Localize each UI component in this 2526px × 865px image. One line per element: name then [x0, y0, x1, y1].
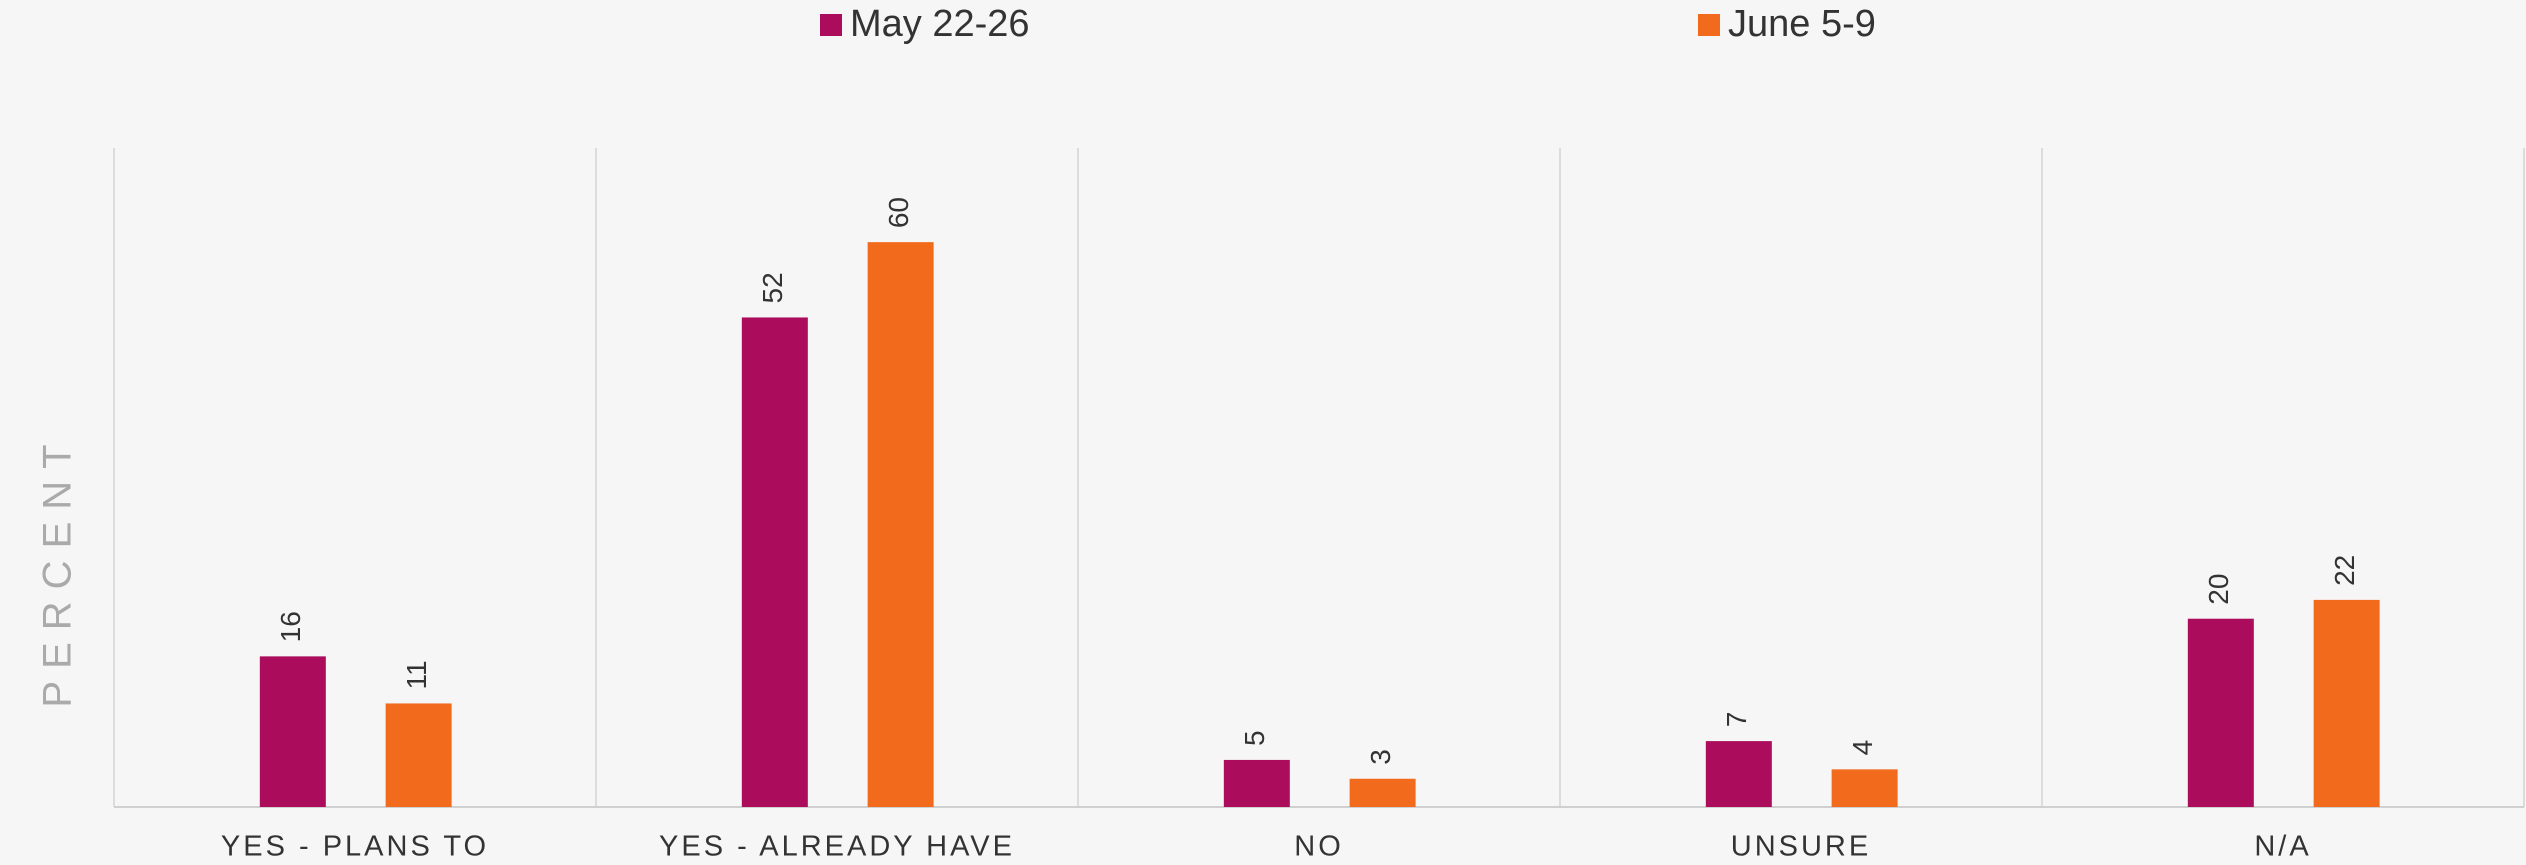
bar [1349, 778, 1416, 807]
legend-swatch [820, 14, 842, 36]
bar [1831, 769, 1898, 807]
bar [1223, 759, 1290, 807]
bar [867, 242, 934, 808]
bar [741, 317, 808, 807]
legend-swatch [1698, 14, 1720, 36]
x-tick-label: UNSURE [1731, 831, 1871, 863]
bar [385, 703, 452, 807]
bar [2313, 599, 2380, 807]
value-label: 11 [401, 660, 432, 689]
value-label: 7 [1721, 712, 1752, 728]
x-tick-label: N/A [2254, 831, 2311, 863]
value-label: 60 [883, 197, 914, 228]
y-axis-label: PERCENT [36, 432, 80, 707]
value-label: 4 [1847, 740, 1878, 756]
value-label: 3 [1365, 749, 1396, 765]
x-tick-label: YES - PLANS TO [221, 831, 489, 863]
bar [1705, 741, 1772, 807]
value-label: 5 [1239, 730, 1270, 746]
legend-label: May 22-26 [850, 3, 1030, 45]
x-tick-label: YES - ALREADY HAVE [659, 831, 1015, 863]
bar [259, 656, 326, 807]
bar [2187, 618, 2254, 807]
value-label: 52 [757, 272, 788, 303]
legend-label: June 5-9 [1728, 3, 1876, 45]
value-label: 20 [2203, 574, 2234, 605]
value-label: 16 [275, 611, 306, 642]
value-label: 22 [2329, 555, 2360, 586]
x-tick-label: NO [1294, 831, 1344, 863]
